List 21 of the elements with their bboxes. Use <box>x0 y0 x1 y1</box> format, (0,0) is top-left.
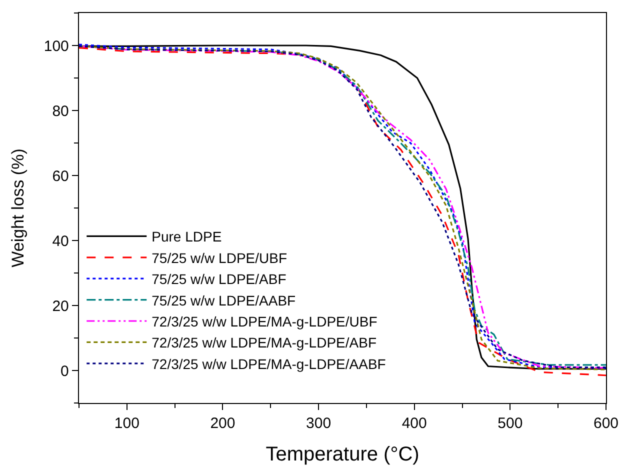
legend-label: 72/3/25 w/w LDPE/MA-g-LDPE/AABF <box>152 356 386 372</box>
x-tick-label: 300 <box>306 415 332 432</box>
legend-label: 75/25 w/w LDPE/UBF <box>152 250 288 266</box>
legend-label: 75/25 w/w LDPE/AABF <box>152 292 296 308</box>
legend-label: 72/3/25 w/w LDPE/MA-g-LDPE/ABF <box>152 334 377 351</box>
legend-label: 75/25 w/w LDPE/ABF <box>152 271 286 288</box>
x-tick-label: 600 <box>593 415 619 432</box>
y-tick-label: 40 <box>52 232 69 250</box>
y-tick-label: 20 <box>52 298 69 315</box>
y-tick-label: 80 <box>52 102 69 120</box>
x-tick-label: 500 <box>498 415 523 432</box>
legend-label: Pure LDPE <box>152 228 222 245</box>
x-tick-label: 100 <box>114 415 140 432</box>
y-tick-label: 60 <box>52 168 69 185</box>
y-axis-title: Weight loss (%) <box>8 148 28 268</box>
x-tick-label: 200 <box>210 415 236 432</box>
x-axis-title: Temperature (°C) <box>266 444 420 466</box>
y-tick-label: 100 <box>44 38 69 55</box>
legend-label: 72/3/25 w/w LDPE/MA-g-LDPE/UBF <box>152 313 378 330</box>
x-tick-label: 400 <box>402 415 427 432</box>
y-tick-label: 0 <box>60 362 69 380</box>
